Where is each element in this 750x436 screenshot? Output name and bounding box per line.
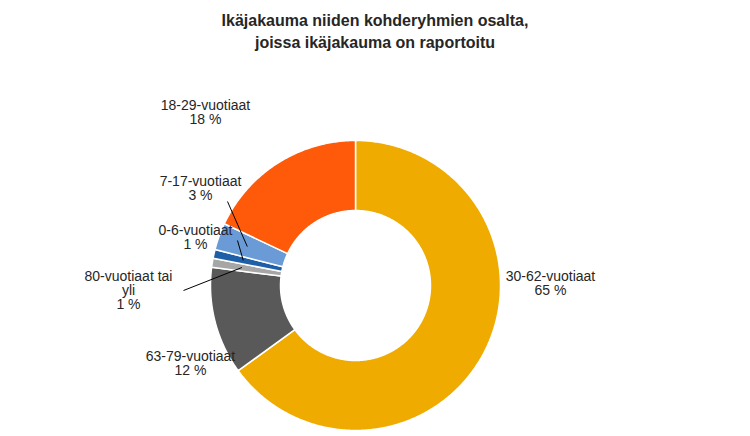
- svg-text:63-79-vuotiaat12 %: 63-79-vuotiaat12 %: [146, 348, 236, 378]
- svg-text:0-6-vuotiaat1 %: 0-6-vuotiaat1 %: [159, 222, 233, 252]
- html-text:Ikäjakauma niiden kohderyhmien: Ikäjakauma niiden kohderyhmien osalta, j…: [221, 12, 529, 51]
- svg-text:30-62-vuotiaat65 %: 30-62-vuotiaat65 %: [506, 268, 596, 298]
- svg-text:80-vuotiaat taiyli1 %: 80-vuotiaat taiyli1 %: [85, 268, 173, 312]
- svg-text:7-17-vuotiaat3 %: 7-17-vuotiaat3 %: [160, 173, 242, 203]
- svg-text:18-29-vuotiaat18 %: 18-29-vuotiaat18 %: [161, 97, 251, 127]
